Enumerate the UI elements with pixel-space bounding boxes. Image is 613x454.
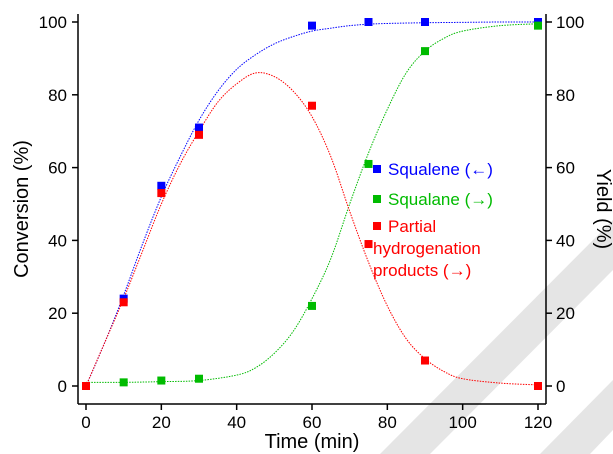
x-axis-title: Time (min) bbox=[265, 431, 360, 453]
y-right-tick-label: 60 bbox=[556, 159, 575, 178]
y-left-tick-label: 20 bbox=[48, 304, 67, 323]
fit-curve-series-1 bbox=[85, 23, 539, 383]
data-point-series-0 bbox=[195, 123, 203, 132]
x-tick-label: 40 bbox=[227, 413, 246, 432]
fit-curve-series-0 bbox=[85, 21, 539, 387]
y-right-tick-label: 80 bbox=[556, 86, 575, 105]
x-tick-label: 20 bbox=[152, 413, 171, 432]
y-right-tick-label: 100 bbox=[556, 13, 584, 32]
data-point-series-0 bbox=[157, 181, 166, 190]
data-markers bbox=[82, 18, 542, 390]
legend-marker-squalane bbox=[373, 195, 381, 203]
data-point-series-0 bbox=[308, 21, 316, 30]
data-point-series-1 bbox=[195, 374, 203, 383]
data-point-series-1 bbox=[157, 376, 166, 385]
data-point-series-1 bbox=[534, 21, 542, 30]
data-point-series-2 bbox=[82, 382, 90, 390]
watermark bbox=[380, 220, 613, 454]
data-point-series-1 bbox=[421, 47, 429, 56]
y-left-tick-label: 60 bbox=[48, 159, 67, 178]
data-point-series-2 bbox=[534, 382, 542, 390]
legend-label-squalane: Squalane (→) bbox=[388, 190, 493, 209]
legend-marker-squalene bbox=[373, 165, 381, 173]
data-point-series-2 bbox=[364, 240, 373, 249]
fit-curves bbox=[85, 21, 539, 387]
y-left-tick-label: 40 bbox=[48, 231, 67, 250]
axes bbox=[77, 14, 547, 405]
legend-marker-partial bbox=[373, 222, 381, 230]
data-point-series-2 bbox=[157, 189, 166, 198]
legend-label-partial-line2: hydrogenation bbox=[373, 239, 481, 258]
y-left-tick-label: 0 bbox=[58, 377, 67, 396]
data-point-series-0 bbox=[421, 18, 429, 26]
x-tick-label: 100 bbox=[448, 413, 476, 432]
y-axis-left-title: Conversion (%) bbox=[11, 140, 33, 278]
y-right-tick-label: 0 bbox=[556, 377, 565, 396]
legend: Squalene (←) Squalane (→) Partial hydrog… bbox=[373, 160, 493, 280]
y-axis-right-title: Yield (%) bbox=[592, 169, 613, 249]
data-point-series-2 bbox=[421, 356, 429, 365]
x-tick-label: 0 bbox=[81, 413, 90, 432]
data-point-series-1 bbox=[308, 301, 316, 310]
data-point-series-2 bbox=[195, 130, 203, 139]
y-right-tick-label: 40 bbox=[556, 231, 575, 250]
legend-label-partial-line1: Partial bbox=[388, 217, 436, 236]
y-right-tick-label: 20 bbox=[556, 304, 575, 323]
y-left-tick-label: 80 bbox=[48, 86, 67, 105]
fit-curve-series-2 bbox=[85, 72, 539, 387]
x-tick-label: 120 bbox=[524, 413, 552, 432]
data-point-series-1 bbox=[119, 378, 128, 387]
y-left-tick-label: 100 bbox=[39, 13, 67, 32]
legend-label-squalene: Squalene (←) bbox=[388, 160, 493, 179]
data-point-series-2 bbox=[308, 101, 316, 110]
data-point-series-2 bbox=[119, 298, 128, 307]
data-point-series-1 bbox=[364, 159, 373, 168]
x-tick-label: 80 bbox=[378, 413, 397, 432]
legend-label-partial-line3: products (→) bbox=[373, 261, 471, 280]
data-point-series-0 bbox=[364, 18, 373, 26]
x-tick-label: 60 bbox=[303, 413, 322, 432]
